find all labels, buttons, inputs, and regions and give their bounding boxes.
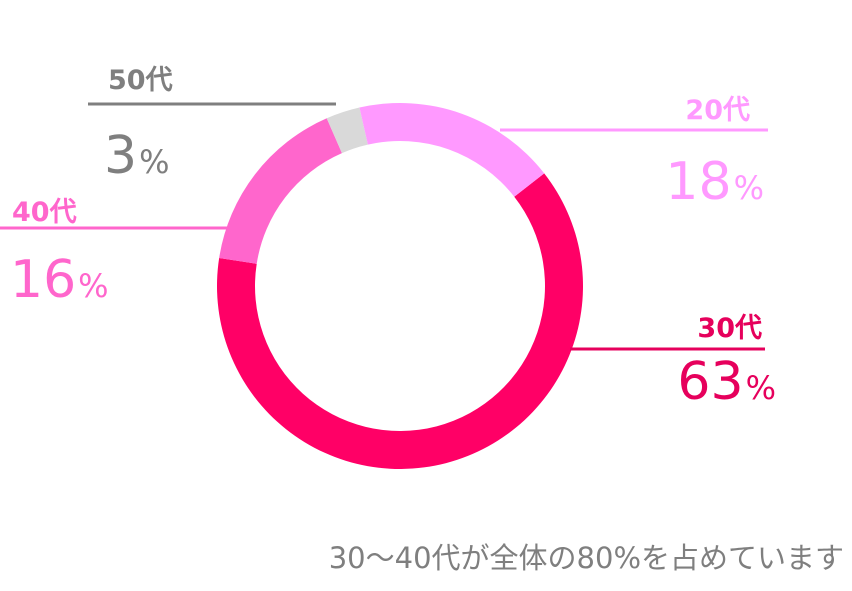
label-30s: 30代 (697, 306, 762, 345)
label-20s-number: 18 (665, 152, 732, 212)
label-50s-number: 3 (104, 126, 138, 186)
slice-50代 (326, 107, 368, 154)
label-20s-category: 20代 (685, 95, 750, 126)
label-20s-value: 18% (665, 156, 764, 208)
label-40s-category: 40代 (12, 197, 77, 228)
label-50s-value: 3% (104, 130, 170, 182)
label-40s-number: 16 (10, 250, 77, 310)
label-30s-number: 63 (677, 352, 744, 412)
label-40s-unit: % (78, 267, 109, 305)
label-30s-category: 30代 (697, 313, 762, 344)
label-50s: 50代 (108, 58, 173, 97)
label-50s-unit: % (139, 143, 170, 181)
slice-30代 (217, 173, 583, 469)
label-50s-category: 50代 (108, 65, 173, 96)
label-30s-value: 63% (677, 356, 776, 408)
label-20s: 20代 (685, 88, 750, 127)
slice-40代 (219, 118, 342, 264)
label-40s-value: 16% (10, 254, 109, 306)
label-40s: 40代 (12, 190, 77, 229)
leader-lines (0, 102, 768, 351)
label-20s-unit: % (733, 169, 764, 207)
chart-caption: 30～40代が全体の80%を占めています (328, 541, 844, 575)
slice-20代 (359, 103, 545, 197)
donut-slices (217, 103, 583, 469)
label-30s-unit: % (745, 369, 776, 407)
